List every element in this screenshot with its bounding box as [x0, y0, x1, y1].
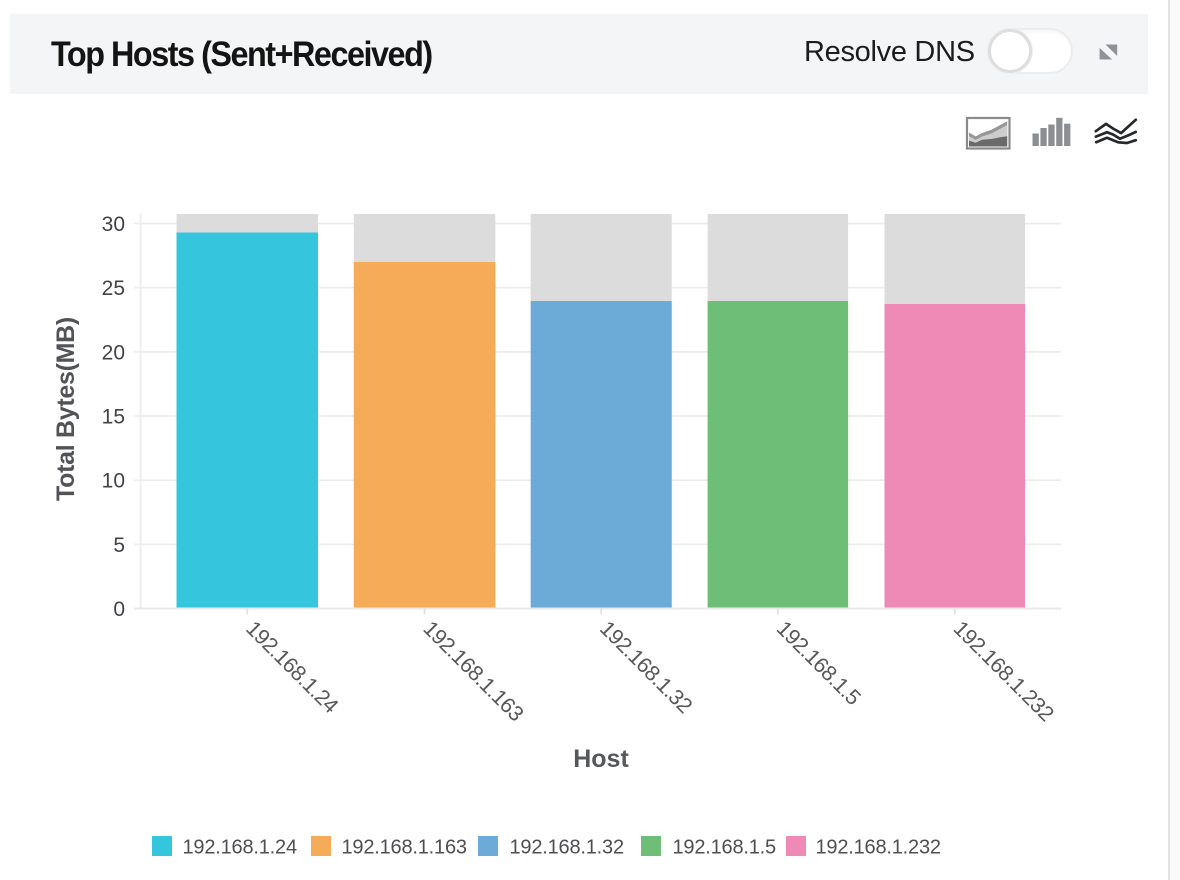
svg-text:Host: Host: [573, 745, 629, 773]
svg-text:192.168.1.5: 192.168.1.5: [673, 837, 777, 859]
svg-text:15: 15: [102, 406, 125, 429]
svg-text:5: 5: [113, 534, 125, 557]
svg-text:0: 0: [113, 598, 125, 621]
svg-text:192.168.1.232: 192.168.1.232: [949, 616, 1059, 726]
svg-text:30: 30: [102, 213, 125, 236]
svg-text:20: 20: [102, 341, 125, 364]
svg-text:192.168.1.163: 192.168.1.163: [342, 837, 467, 859]
svg-text:192.168.1.24: 192.168.1.24: [241, 616, 343, 718]
svg-text:192.168.1.232: 192.168.1.232: [816, 837, 941, 859]
svg-text:10: 10: [102, 470, 125, 493]
svg-text:25: 25: [102, 277, 125, 300]
svg-text:Total Bytes(MB): Total Bytes(MB): [52, 317, 80, 501]
svg-text:192.168.1.5: 192.168.1.5: [772, 616, 866, 710]
svg-text:192.168.1.24: 192.168.1.24: [183, 837, 297, 859]
svg-text:192.168.1.163: 192.168.1.163: [418, 616, 528, 726]
svg-text:192.168.1.32: 192.168.1.32: [595, 616, 697, 718]
svg-text:192.168.1.32: 192.168.1.32: [510, 837, 624, 859]
